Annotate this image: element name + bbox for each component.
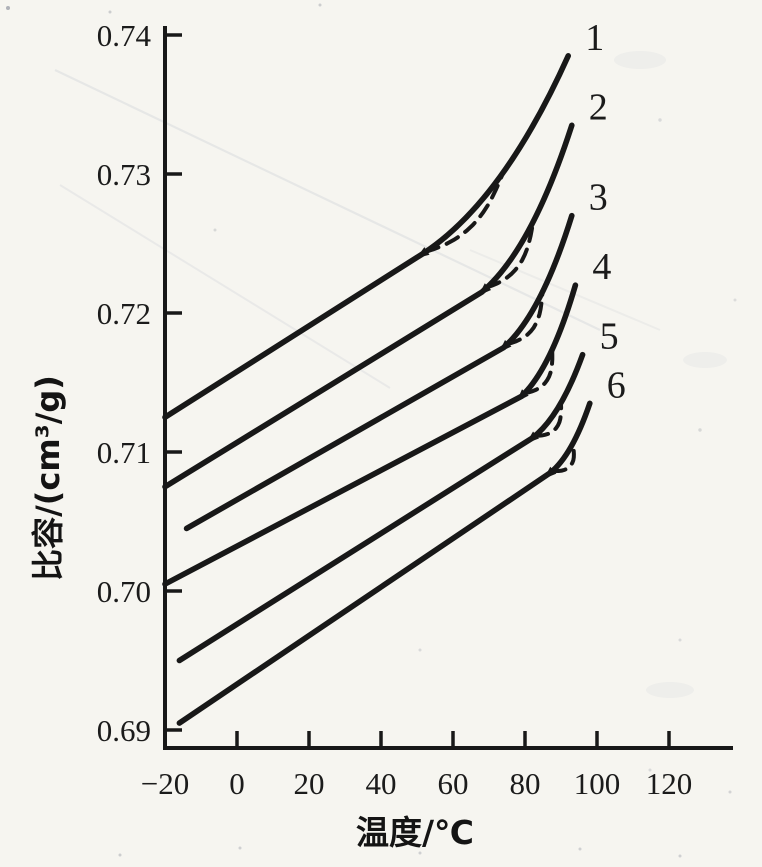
x-axis-tick-label: 0 — [229, 766, 245, 801]
curve-6-label: 6 — [607, 364, 626, 406]
y-axis-tick-label: 0.70 — [97, 574, 151, 609]
y-axis-tick-label: 0.72 — [97, 296, 151, 331]
curve-6-transition-dashed — [550, 441, 576, 473]
scan-speck — [733, 298, 737, 302]
curve-4-transition-dashed — [522, 347, 555, 396]
y-axis-title: 比容/(cm³/g) — [29, 375, 67, 581]
y-axis-tick-label: 0.69 — [97, 713, 151, 748]
scan-streak — [59, 184, 391, 389]
scan-speck — [213, 228, 217, 232]
scan-speck — [678, 854, 682, 858]
y-axis-tick-label: 0.74 — [97, 18, 152, 53]
y-axis-tick-label: 0.71 — [97, 435, 151, 470]
curve-3-line — [183, 212, 575, 532]
scan-speck — [678, 638, 682, 642]
curve-4-label: 4 — [592, 246, 611, 288]
x-axis-tick-label: 120 — [646, 766, 693, 801]
scan-speck — [418, 851, 422, 855]
curve-3-transition-arrowhead — [498, 339, 512, 353]
scan-speck — [118, 853, 122, 857]
scan-smudge — [614, 51, 666, 69]
scan-speck — [648, 768, 652, 772]
curve-3-label: 3 — [589, 177, 608, 219]
x-axis-tick-label: 40 — [366, 766, 397, 801]
curve-3-transition-dashed — [505, 290, 545, 346]
x-axis-tick-label: −20 — [141, 766, 189, 801]
curve-1-label: 1 — [585, 17, 604, 59]
scan-speck — [108, 10, 112, 14]
curve-5-label: 5 — [600, 316, 619, 358]
x-axis-title: 温度/℃ — [355, 813, 474, 852]
curve-2-line — [162, 122, 575, 490]
scan-speck — [578, 847, 582, 851]
scan-speck — [658, 118, 662, 122]
curve-6-transition-arrowhead — [543, 466, 557, 479]
curve-4-transition-arrowhead — [516, 389, 529, 402]
scan-smudge — [646, 682, 694, 698]
curve-5-transition-arrowhead — [526, 431, 539, 444]
x-axis-tick-label: 60 — [438, 766, 469, 801]
scan-smudge — [683, 352, 727, 368]
x-axis-tick-label: 20 — [294, 766, 325, 801]
scan-speck — [6, 6, 10, 10]
curve-1-transition-arrowhead — [416, 247, 430, 259]
axes — [163, 26, 733, 750]
scan-speck — [238, 846, 242, 850]
scan-speck — [698, 428, 702, 432]
curve-5-transition-dashed — [533, 401, 564, 438]
scan-streak — [469, 249, 661, 331]
scan-speck — [318, 3, 322, 7]
curve-5-line — [176, 351, 586, 664]
scan-speck — [418, 648, 422, 652]
curve-2-transition-arrowhead — [478, 283, 492, 296]
curve-1-transition-dashed — [424, 170, 506, 254]
x-axis-tick-label: 80 — [510, 766, 541, 801]
x-axis-tick-label: 100 — [574, 766, 621, 801]
curve-2-label: 2 — [589, 86, 608, 128]
scan-streak — [54, 69, 601, 331]
scan-speck — [728, 790, 732, 794]
curve-6-line — [176, 400, 593, 726]
y-axis-tick-label: 0.73 — [97, 157, 151, 192]
curve-2-transition-dashed — [485, 219, 536, 290]
